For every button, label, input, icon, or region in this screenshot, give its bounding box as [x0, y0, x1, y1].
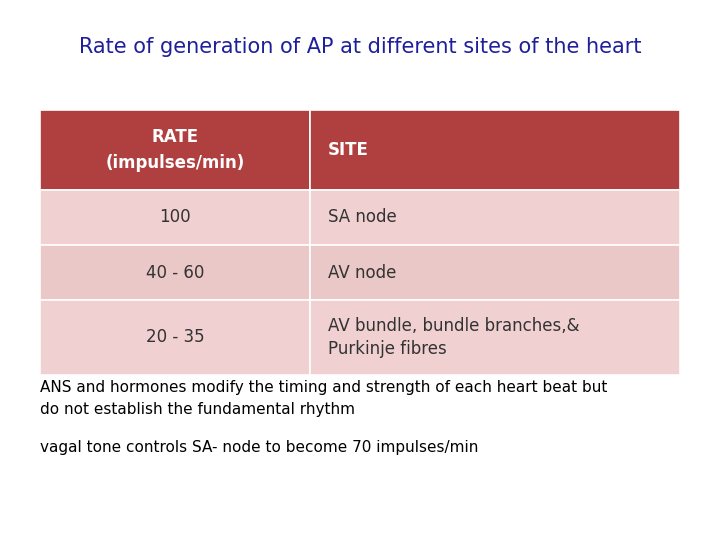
Text: ANS and hormones modify the timing and strength of each heart beat but
do not es: ANS and hormones modify the timing and s…: [40, 380, 608, 417]
FancyBboxPatch shape: [310, 245, 680, 300]
Text: vagal tone controls SA- node to become 70 impulses/min: vagal tone controls SA- node to become 7…: [40, 440, 478, 455]
FancyBboxPatch shape: [310, 110, 680, 190]
FancyBboxPatch shape: [310, 190, 680, 245]
Text: AV node: AV node: [328, 264, 397, 281]
Text: SA node: SA node: [328, 208, 397, 226]
Text: AV bundle, bundle branches,&
Purkinje fibres: AV bundle, bundle branches,& Purkinje fi…: [328, 316, 580, 359]
Text: 20 - 35: 20 - 35: [145, 328, 204, 347]
FancyBboxPatch shape: [310, 300, 680, 375]
FancyBboxPatch shape: [40, 300, 310, 375]
FancyBboxPatch shape: [40, 190, 310, 245]
FancyBboxPatch shape: [40, 110, 310, 190]
Text: SITE: SITE: [328, 141, 369, 159]
Text: 40 - 60: 40 - 60: [146, 264, 204, 281]
FancyBboxPatch shape: [40, 245, 310, 300]
Text: Rate of generation of AP at different sites of the heart: Rate of generation of AP at different si…: [78, 37, 642, 57]
Text: RATE
(impulses/min): RATE (impulses/min): [105, 129, 245, 172]
Text: 100: 100: [159, 208, 191, 226]
